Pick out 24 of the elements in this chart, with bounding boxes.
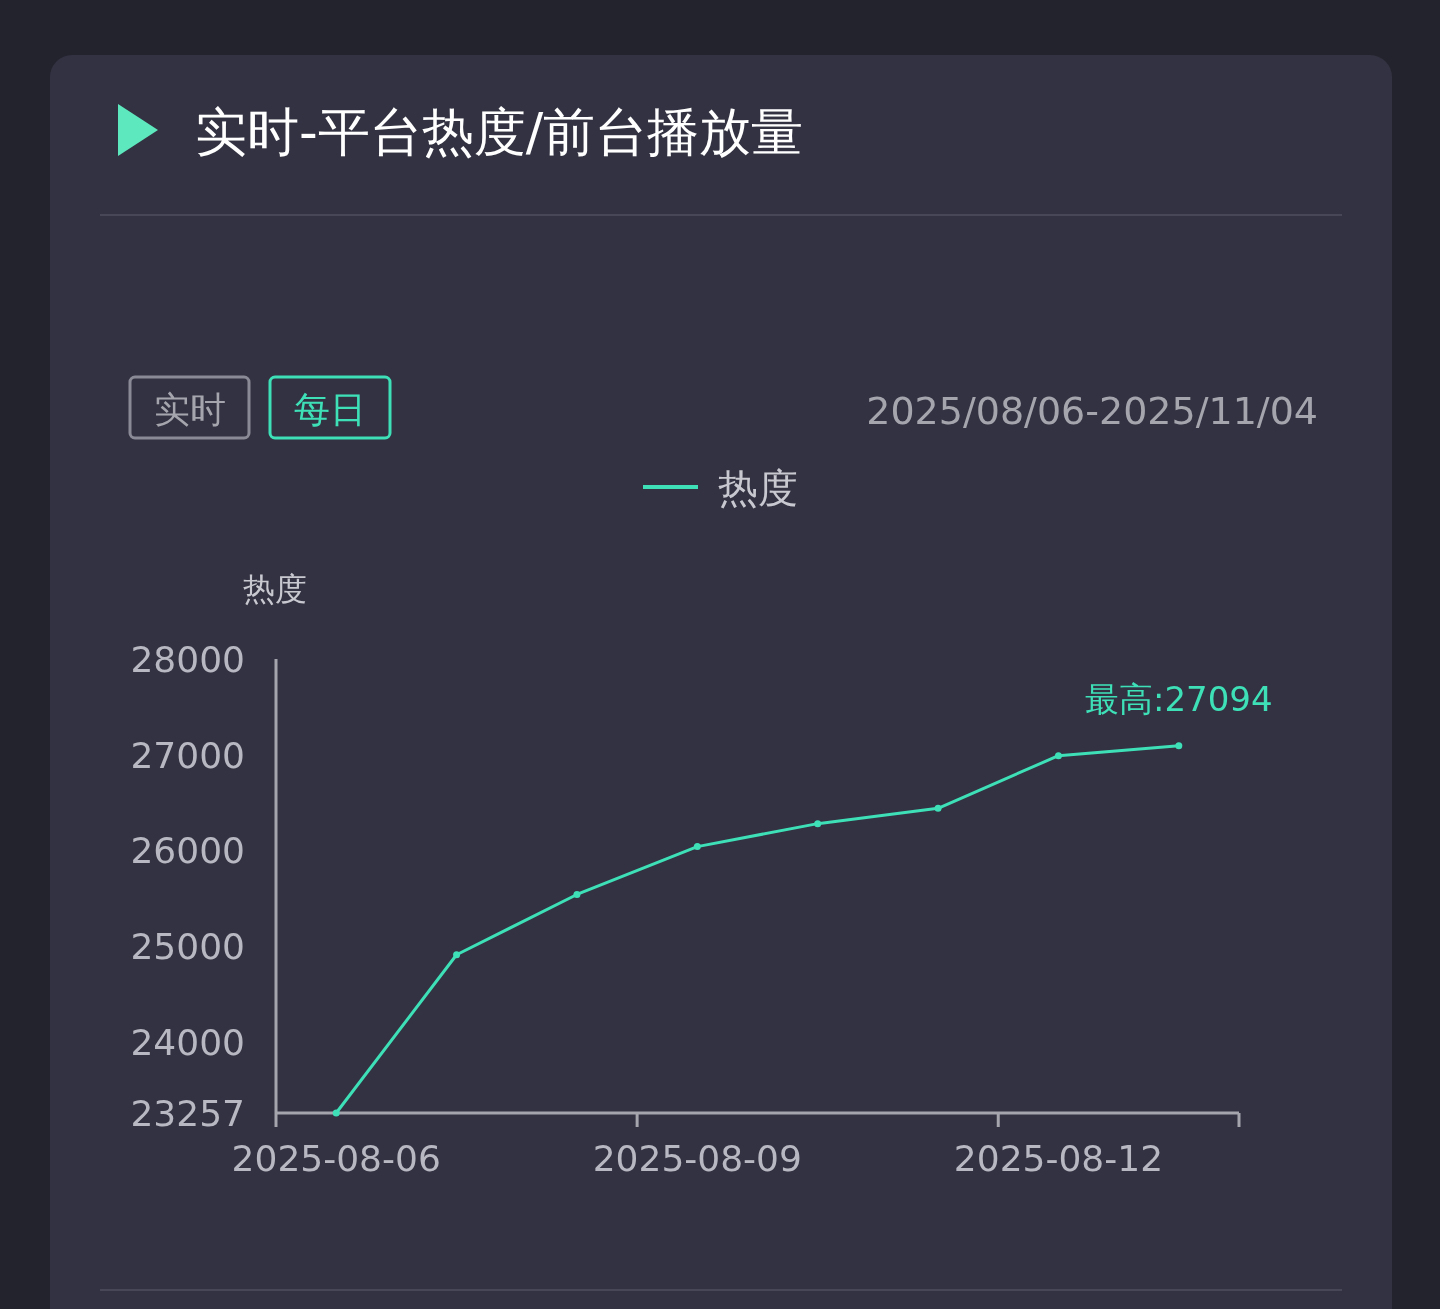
x-tick-label: 2025-08-09	[592, 1138, 802, 1179]
chart-title: 实时-平台热度/前台播放量	[195, 102, 804, 162]
point	[934, 804, 942, 812]
y-tick-label: 25000	[130, 926, 245, 968]
y-tick-label: 23257	[130, 1093, 245, 1134]
annotation: 最高:27094	[1085, 678, 1273, 719]
y-tick-label: 28000	[130, 639, 245, 680]
point	[573, 890, 581, 898]
y-tick-label: 26000	[130, 830, 245, 872]
point	[332, 1109, 340, 1117]
y-axis-title: 热度	[243, 570, 307, 608]
text: 实时	[153, 389, 226, 430]
y-tick-label: 27000	[130, 734, 245, 776]
point	[693, 843, 701, 851]
x-tick-label: 2025-08-12	[953, 1138, 1164, 1179]
y-tick-label: 24000	[130, 1021, 245, 1063]
text: 2025/08/06-2025/11/04	[866, 389, 1318, 433]
x-tick-label: 2025-08-06	[231, 1138, 441, 1179]
point	[814, 820, 822, 828]
text: 每日	[294, 389, 366, 430]
point	[1175, 742, 1183, 750]
point	[1054, 752, 1062, 760]
point	[453, 951, 461, 959]
legend-label: 热度	[718, 465, 798, 511]
